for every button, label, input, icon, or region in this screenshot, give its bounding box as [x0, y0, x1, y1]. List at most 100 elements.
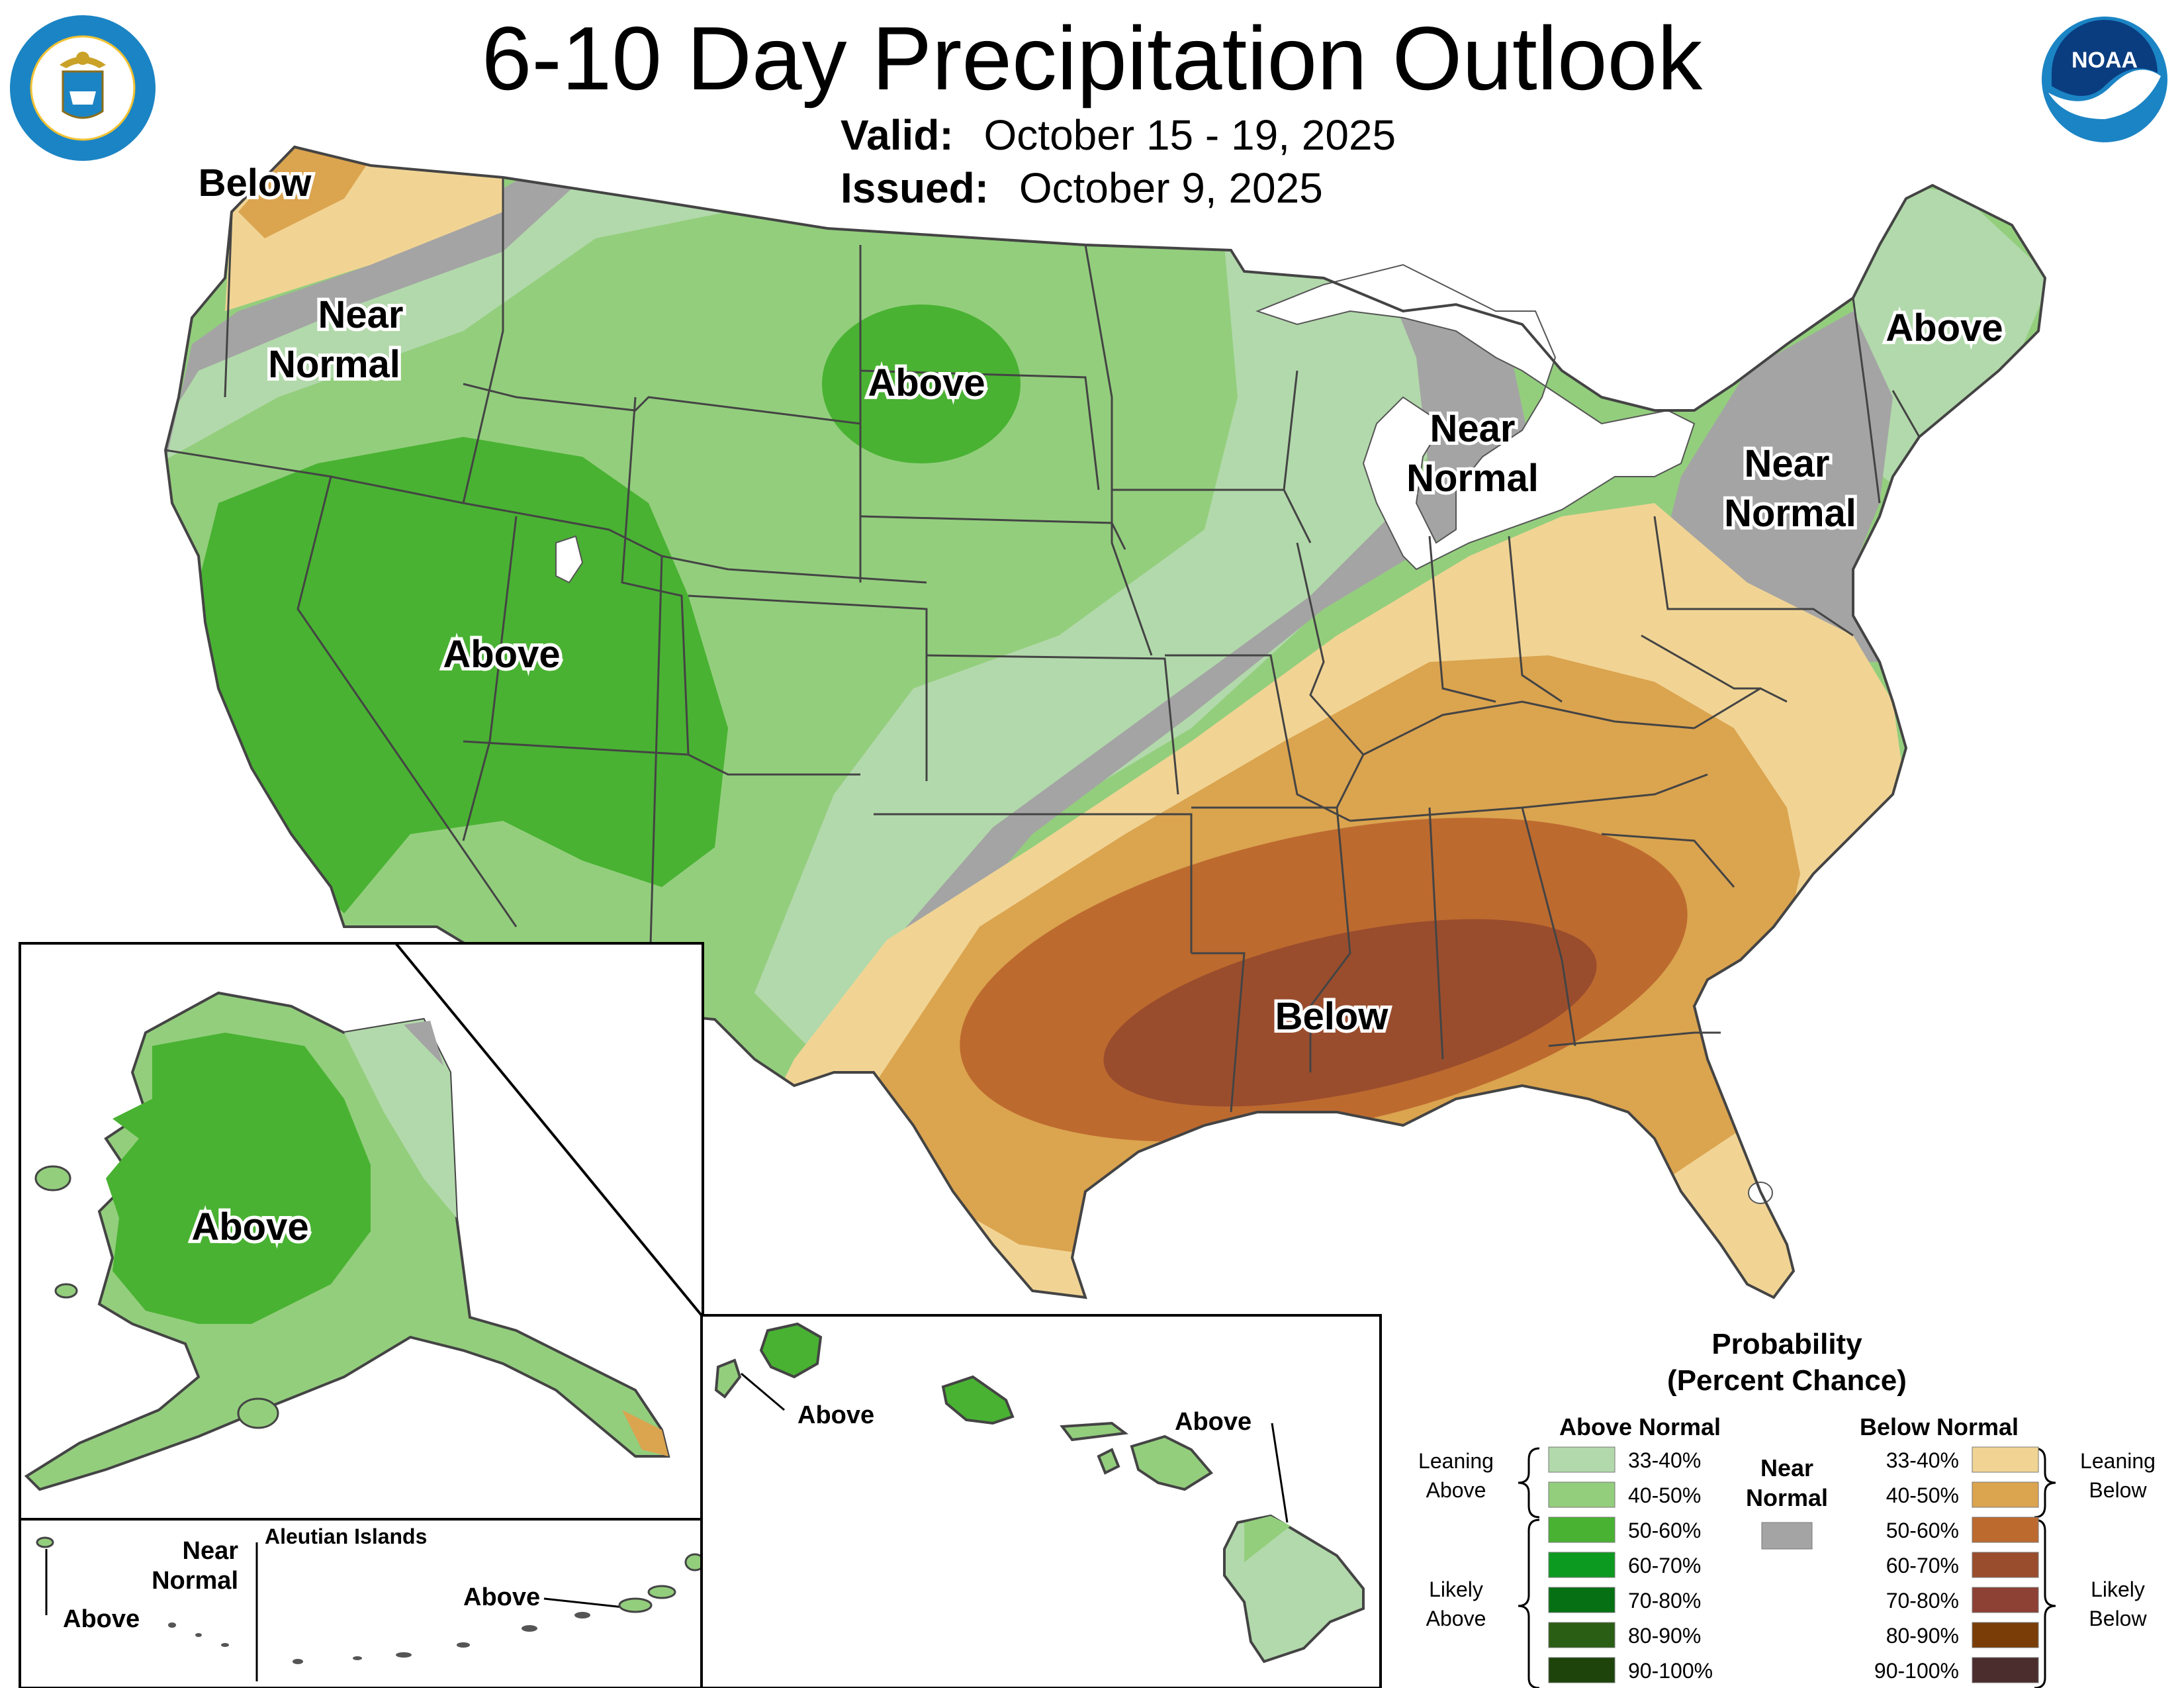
near-normal-central: [794, 291, 1542, 1125]
legend-below-swatch-5: [1972, 1587, 2039, 1613]
legend-above-label-4: 60-70%: [1628, 1554, 1701, 1577]
label-nw-below: Below: [199, 162, 312, 205]
aleutian-title: Aleutian Islands: [265, 1524, 427, 1548]
label-south-below: Below: [1275, 995, 1389, 1038]
legend-below-swatch-7: [1972, 1657, 2039, 1683]
alaska-island-2: [54, 1283, 78, 1299]
legend-below-label-6: 80-90%: [1886, 1624, 1959, 1648]
alaska-light-area: [344, 1019, 457, 1218]
legend-likely-above-2: Above: [1426, 1607, 1486, 1630]
label-ne-near-1: Near: [1745, 442, 1830, 485]
label-newengland-above: Above: [1886, 306, 2003, 350]
legend-below-label-1: 33-40%: [1886, 1448, 1959, 1472]
legend-near-swatch: [1761, 1522, 1813, 1550]
great-salt-lake: [555, 535, 584, 584]
label-west-above: Above: [443, 633, 560, 676]
hawaii-inset: Above Above: [700, 1314, 1382, 1688]
legend-above-swatch-7: [1548, 1657, 1615, 1683]
valid-label: Valid:: [841, 111, 954, 159]
above-33-40-east: [754, 245, 1456, 1059]
legend-below-header: Below Normal: [1860, 1413, 2019, 1440]
aleutian-island-1: [36, 1536, 54, 1548]
legend-above-label-3: 50-60%: [1628, 1519, 1701, 1542]
molokai-island: [1060, 1421, 1129, 1442]
legend-title-2: (Percent Chance): [1667, 1364, 1907, 1397]
valid-date-line: Valid: October 15 - 19, 2025: [841, 111, 1396, 159]
legend-likely-below-2: Below: [2089, 1607, 2147, 1630]
legend-above-rows: 33-40% 40-50% 50-60% 60-70% 70-80% 80-90% 90-1…: [1548, 1446, 1713, 1683]
aleutian-label-near-2: Normal: [152, 1567, 238, 1595]
legend-below-rows: 33-40% 40-50% 50-60% 60-70% 70-80% 80-90% 90-1…: [1874, 1446, 2039, 1683]
legend-above-label-7: 90-100%: [1628, 1659, 1713, 1683]
legend-leaning-above-1: Leaning: [1418, 1449, 1494, 1473]
legend-above-header: Above Normal: [1559, 1413, 1721, 1440]
legend-below-label-4: 60-70%: [1886, 1554, 1959, 1577]
legend-leaning-above-2: Above: [1426, 1478, 1486, 1502]
label-plains-above: Above: [868, 361, 985, 404]
legend-likely-below-1: Likely: [2091, 1577, 2145, 1601]
legend-above-swatch-1: [1548, 1446, 1615, 1473]
issued-label: Issued:: [841, 164, 989, 212]
legend-above-swatch-3: [1548, 1517, 1615, 1543]
label-nw-near-2: Normal: [268, 343, 400, 386]
alaska-inset: Above: [19, 942, 704, 1521]
legend-above-swatch-5: [1548, 1587, 1615, 1613]
brace-likely-above: [1518, 1519, 1540, 1688]
below-60-70-ellipse: [1103, 919, 1597, 1107]
commerce-seal-logo: [10, 15, 156, 161]
legend-above-swatch-6: [1548, 1622, 1615, 1648]
issued-value: October 9, 2025: [1019, 164, 1323, 212]
kauai-island: [759, 1322, 823, 1379]
alaska-panhandle-tan: [622, 1410, 668, 1456]
legend-below-label-2: 40-50%: [1886, 1483, 1959, 1507]
legend-below-swatch-3: [1972, 1517, 2039, 1543]
great-lakes: [1255, 263, 1696, 571]
big-island-green-tip: [1244, 1516, 1291, 1562]
conus-region: [163, 145, 2047, 1299]
alaska-island-3: [237, 1397, 279, 1429]
maui-island: [1130, 1434, 1214, 1491]
label-alaska-above: Above: [191, 1205, 308, 1248]
legend: Probability (Percent Chance) Above Norma…: [1418, 1328, 2156, 1688]
above-50-60-plains: [822, 305, 1021, 463]
brace-likely-below: [2034, 1519, 2056, 1688]
legend-leaning-below-2: Below: [2089, 1478, 2147, 1502]
label-greatlakes-near-2: Normal: [1406, 457, 1539, 500]
alaska-above-50-60: [106, 1033, 371, 1324]
legend-below-label-3: 50-60%: [1886, 1519, 1959, 1542]
legend-near-header-2: Normal: [1746, 1484, 1828, 1511]
legend-below-swatch-1: [1972, 1446, 2039, 1473]
above-33-40-ne: [1853, 185, 2045, 490]
alaska-gray-corner: [404, 1021, 443, 1066]
legend-below-swatch-4: [1972, 1552, 2039, 1578]
legend-above-label-5: 70-80%: [1628, 1589, 1701, 1613]
legend-likely-above-1: Likely: [1429, 1577, 1483, 1601]
page-title: 6-10 Day Precipitation Outlook: [481, 8, 1703, 109]
lanai-island: [1097, 1448, 1120, 1475]
legend-below-label-7: 90-100%: [1874, 1659, 1959, 1683]
aleutian-label-near-1: Near: [183, 1537, 239, 1565]
label-ne-near-2: Normal: [1724, 492, 1856, 535]
label-nw-near-1: Near: [318, 293, 404, 336]
alaska-island-1: [34, 1165, 71, 1192]
label-greatlakes-near-1: Near: [1430, 407, 1516, 450]
near-normal-nw: [165, 165, 582, 463]
legend-near-header-1: Near: [1760, 1454, 1813, 1481]
noaa-logo-text: NOAA: [2071, 48, 2138, 73]
legend-above-label-6: 80-90%: [1628, 1624, 1701, 1648]
aleutian-label-above-left: Above: [63, 1605, 140, 1633]
legend-above-swatch-2: [1548, 1481, 1615, 1508]
legend-below-swatch-6: [1972, 1622, 2039, 1648]
legend-above-label-2: 40-50%: [1628, 1483, 1701, 1507]
above-33-40-band: [165, 165, 728, 463]
aleutian-label-above-right: Above: [463, 1583, 540, 1611]
legend-leaning-below-1: Leaning: [2080, 1449, 2156, 1473]
aleutian-island-3: [647, 1585, 676, 1599]
oahu-island: [941, 1375, 1015, 1425]
label-hawaii-above-kauai: Above: [797, 1401, 874, 1429]
legend-below-swatch-2: [1972, 1481, 2039, 1508]
noaa-logo: NOAA: [2042, 17, 2167, 142]
valid-value: October 15 - 19, 2025: [983, 111, 1396, 159]
big-island: [1223, 1514, 1365, 1664]
state-boundaries: [165, 177, 1921, 1113]
